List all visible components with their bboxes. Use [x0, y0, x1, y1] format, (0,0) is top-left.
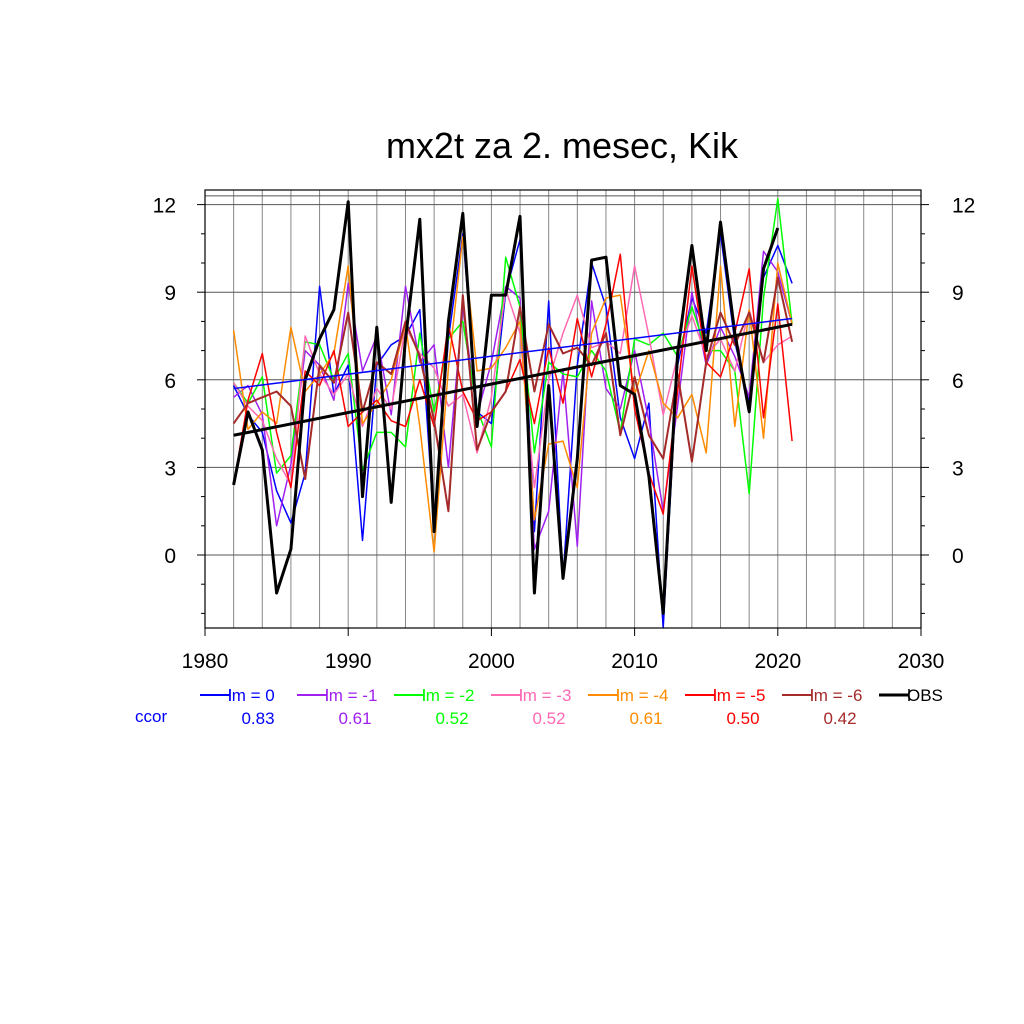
- x-tick-label: 1980: [182, 650, 229, 673]
- series-line: [232, 235, 793, 553]
- legend-label: lm = 0: [228, 686, 275, 705]
- y-tick-label-right: 3: [952, 457, 964, 480]
- y-tick-label-left: 0: [164, 545, 176, 568]
- legend-ccor-value: 0.83: [241, 709, 274, 728]
- x-tick-label: 2010: [611, 650, 658, 673]
- y-tick-label-right: 12: [952, 195, 975, 218]
- trend-line: [233, 322, 793, 437]
- legend-label: OBS: [907, 686, 943, 705]
- legend-label: lm = -3: [519, 686, 571, 705]
- series-line: [232, 276, 794, 513]
- legend-ccor-value: 0.52: [435, 709, 468, 728]
- legend-ccor-value: 0.61: [338, 709, 371, 728]
- series-line: [232, 253, 793, 515]
- y-tick-label-left: 6: [164, 370, 176, 393]
- legend-ccor-value: 0.42: [823, 709, 856, 728]
- legend-ccor-value: 0.50: [726, 709, 759, 728]
- x-tick-label: 1990: [325, 650, 372, 673]
- legend-label: lm = -1: [325, 686, 377, 705]
- series-line: [232, 200, 780, 615]
- y-tick-label-left: 9: [164, 282, 176, 305]
- series-line: [232, 198, 793, 495]
- y-tick-label-right: 6: [952, 370, 964, 393]
- legend-label: lm = -4: [616, 686, 668, 705]
- series-line: [233, 250, 793, 550]
- legend-label: lm = -2: [422, 686, 474, 705]
- grid: [205, 190, 921, 628]
- y-tick-label-right: 0: [952, 545, 964, 568]
- x-tick-label: 2020: [754, 650, 801, 673]
- y-tick-label-left: 12: [153, 195, 176, 218]
- ccor-label: ccor: [135, 707, 167, 726]
- axes: 1980 1990 2000 2010 2020 2030 0 0 3 3 6 6 9 9 12 12: [153, 195, 976, 673]
- legend-label: lm = -6: [810, 686, 862, 705]
- legend: lm = 0 0.83 lm = -1 0.61 lm = -2 0.52 lm = -3 0…: [135, 686, 943, 728]
- legend-label: lm = -5: [713, 686, 765, 705]
- chart-title: mx2t za 2. mesec, Kik: [386, 125, 739, 166]
- series-line: [232, 265, 793, 489]
- x-tick-label: 2030: [898, 650, 945, 673]
- legend-ccor-value: 0.61: [629, 709, 662, 728]
- legend-ccor-value: 0.52: [532, 709, 565, 728]
- x-tick-label: 2000: [468, 650, 515, 673]
- series-layer: [232, 198, 794, 629]
- trend-line: [233, 317, 793, 390]
- y-tick-label-right: 9: [952, 282, 964, 305]
- y-tick-label-left: 3: [164, 457, 176, 480]
